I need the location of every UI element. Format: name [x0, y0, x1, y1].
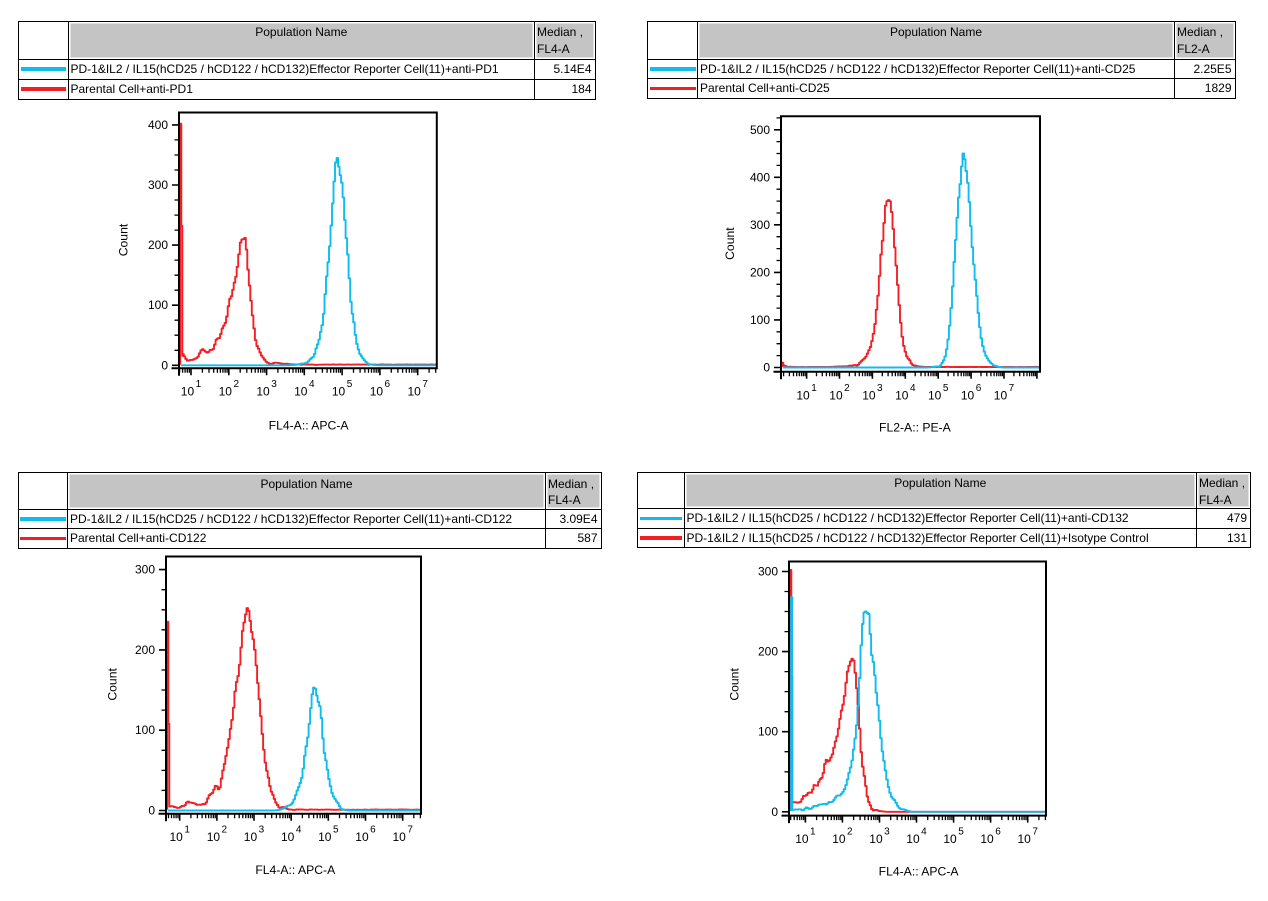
svg-text:107: 10 7: [994, 383, 1015, 403]
svg-text:105: 10 5: [928, 383, 949, 403]
svg-text:104: 10 4: [281, 825, 302, 845]
svg-text:300: 300: [148, 178, 168, 192]
svg-text:103: 10 3: [869, 827, 890, 847]
svg-text:200: 200: [750, 265, 770, 279]
svg-text:0: 0: [763, 361, 770, 375]
svg-text:101: 10 1: [796, 383, 817, 403]
svg-text:102: 10 2: [207, 825, 228, 845]
svg-text:FL4-A:: APC-A: FL4-A:: APC-A: [255, 863, 336, 877]
svg-text:106: 10 6: [370, 379, 391, 399]
svg-text:107: 10 7: [407, 379, 428, 399]
svg-text:0: 0: [771, 805, 778, 819]
svg-text:103: 10 3: [244, 825, 265, 845]
svg-text:Count: Count: [723, 227, 737, 260]
svg-text:Count: Count: [727, 668, 741, 701]
svg-text:400: 400: [750, 170, 770, 184]
svg-text:102: 10 2: [829, 383, 850, 403]
svg-text:105: 10 5: [332, 379, 353, 399]
svg-text:100: 100: [135, 723, 155, 737]
svg-text:FL4-A:: APC-A: FL4-A:: APC-A: [879, 865, 960, 879]
svg-text:500: 500: [750, 123, 770, 137]
svg-text:400: 400: [148, 118, 168, 132]
svg-text:105: 10 5: [318, 825, 339, 845]
svg-text:FL2-A:: PE-A: FL2-A:: PE-A: [879, 420, 952, 434]
svg-text:FL4-A:: APC-A: FL4-A:: APC-A: [269, 418, 350, 432]
svg-text:107: 10 7: [1017, 827, 1038, 847]
svg-text:300: 300: [135, 563, 155, 577]
svg-text:104: 10 4: [294, 379, 315, 399]
svg-text:104: 10 4: [895, 383, 916, 403]
svg-text:103: 10 3: [862, 383, 883, 403]
svg-text:300: 300: [758, 565, 778, 579]
svg-text:102: 10 2: [219, 379, 240, 399]
svg-text:104: 10 4: [906, 827, 927, 847]
svg-text:101: 10 1: [181, 379, 202, 399]
svg-text:300: 300: [750, 218, 770, 232]
svg-text:200: 200: [135, 643, 155, 657]
svg-text:107: 10 7: [392, 825, 413, 845]
svg-text:101: 10 1: [795, 827, 816, 847]
svg-text:106: 10 6: [961, 383, 982, 403]
svg-text:100: 100: [758, 725, 778, 739]
svg-text:0: 0: [148, 804, 155, 818]
svg-text:Count: Count: [117, 223, 131, 256]
svg-text:200: 200: [758, 645, 778, 659]
svg-text:200: 200: [148, 238, 168, 252]
svg-text:101: 10 1: [169, 825, 190, 845]
svg-text:102: 10 2: [832, 827, 853, 847]
svg-text:100: 100: [148, 298, 168, 312]
svg-text:Count: Count: [105, 668, 119, 701]
svg-text:103: 10 3: [256, 379, 277, 399]
svg-text:105: 10 5: [943, 827, 964, 847]
svg-text:100: 100: [750, 313, 770, 327]
svg-text:106: 10 6: [355, 825, 376, 845]
svg-text:0: 0: [161, 358, 168, 372]
svg-text:106: 10 6: [980, 827, 1001, 847]
